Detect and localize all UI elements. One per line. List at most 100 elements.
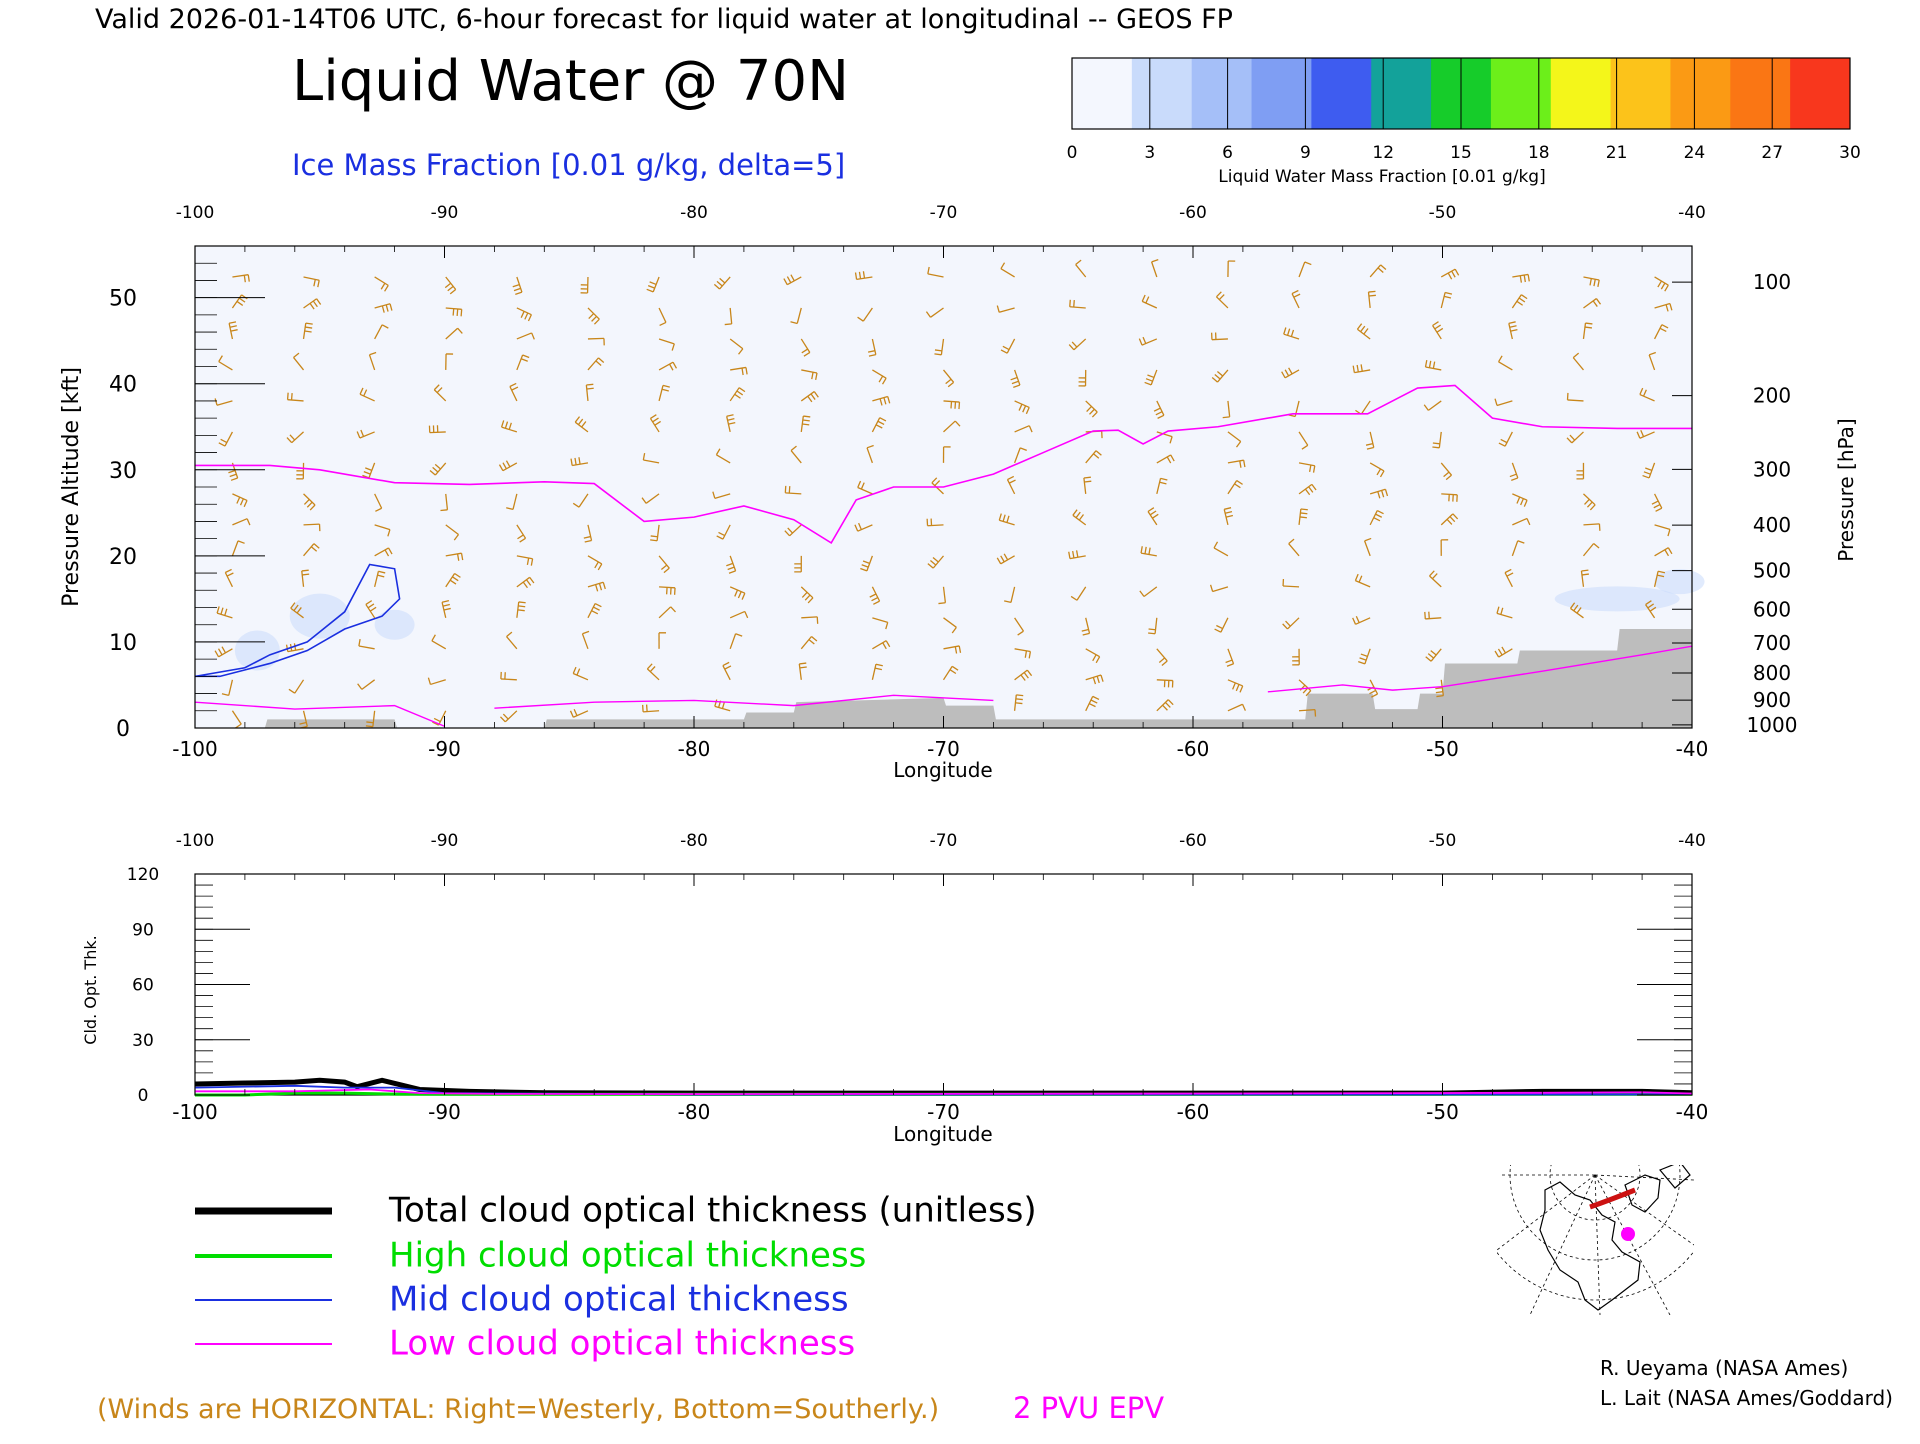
colorbar-tick-label: 24	[1684, 143, 1706, 163]
colorbar-tick-label: 18	[1528, 143, 1550, 163]
credit-ueyama: R. Ueyama (NASA Ames)	[1600, 1356, 1848, 1380]
top-xtick-label-upper: -80	[680, 203, 708, 223]
colorbar-swatch	[1252, 58, 1312, 129]
wind-barb-flag	[518, 610, 525, 611]
wind-barb-flag	[1149, 629, 1156, 630]
colorbar-tick-label: 6	[1222, 143, 1233, 163]
colorbar-tick-label: 9	[1300, 143, 1311, 163]
bottom-xtick-label-upper: -50	[1429, 831, 1457, 851]
top-xtick-label-lower: -90	[428, 737, 461, 761]
wind-barb-flag	[1300, 513, 1307, 514]
colorbar-swatch	[1192, 58, 1252, 129]
liquid-water-patch	[1555, 586, 1680, 611]
colorbar-swatch	[1670, 58, 1730, 129]
top-ytick-label-right: 1000	[1747, 713, 1798, 737]
top-x-axis-label: Longitude	[893, 758, 992, 782]
top-ytick-label-left: 20	[109, 545, 137, 570]
wind-barb-flag	[650, 540, 657, 541]
wind-barb-flag	[800, 667, 807, 668]
wind-barb-flag	[1585, 323, 1592, 324]
bottom-xtick-label-upper: -40	[1678, 831, 1706, 851]
wind-barb-flag	[1585, 327, 1592, 328]
wind-barb-flag	[461, 309, 462, 316]
wind-barb-shaft	[928, 525, 944, 526]
colorbar-tick-label: 15	[1450, 143, 1472, 163]
ice-mass-label: Ice Mass Fraction [0.01 g/kg, delta=5]	[292, 148, 845, 182]
bottom-xtick-label-lower: -80	[678, 1100, 711, 1124]
liquid-water-patch	[375, 610, 415, 640]
top-ytick-label-right: 800	[1753, 661, 1791, 685]
wind-barb-flag	[1301, 509, 1308, 510]
wind-barb-flag	[1016, 699, 1023, 700]
bottom-xtick-label-lower: -50	[1426, 1100, 1459, 1124]
wind-barb-flag	[651, 536, 658, 537]
wind-barb-shaft	[1283, 586, 1299, 587]
top-xtick-label-upper: -70	[930, 203, 958, 223]
bottom-xtick-label-lower: -70	[927, 1100, 960, 1124]
top-xtick-label-upper: -40	[1678, 203, 1706, 223]
wind-barb-shaft	[501, 679, 517, 680]
top-y-axis-label-right: Pressure [hPa]	[1834, 418, 1858, 561]
bottom-xtick-label-upper: -90	[431, 831, 459, 851]
top-ytick-label-left: 10	[109, 631, 137, 656]
colorbar-swatch	[1551, 58, 1611, 129]
colorbar-tick-label: 3	[1144, 143, 1155, 163]
bottom-xtick-label-lower: -60	[1177, 1100, 1210, 1124]
top-y-axis-label-left: Pressure Altitude [kft]	[59, 367, 84, 607]
colorbar-swatch	[1072, 58, 1132, 129]
bottom-xtick-label-lower: -90	[428, 1100, 461, 1124]
winds-note: (Winds are HORIZONTAL: Right=Westerly, B…	[97, 1394, 939, 1425]
wind-barb-flag	[453, 309, 454, 316]
top-xtick-label-upper: -50	[1429, 203, 1457, 223]
wind-barb-flag	[934, 354, 941, 355]
top-ytick-label-left: 40	[109, 373, 137, 398]
bottom-xtick-label-lower: -100	[172, 1100, 217, 1124]
wind-barb-flag	[1315, 710, 1316, 717]
liquid-water-patch	[235, 631, 280, 671]
wind-barb-flag	[519, 602, 526, 603]
top-xtick-label-upper: -60	[1179, 203, 1207, 223]
wind-barb-flag	[1300, 517, 1307, 518]
wind-barb-flag	[1074, 300, 1075, 307]
main-title: Liquid Water @ 70N	[292, 49, 849, 114]
wind-barb-flag	[802, 424, 809, 425]
wind-barb-flag	[1433, 443, 1440, 444]
top-ytick-label-right: 700	[1753, 631, 1791, 655]
legend-high-label: High cloud optical thickness	[389, 1236, 866, 1276]
wind-barb-flag	[1084, 477, 1091, 478]
wind-barb-flag	[1369, 291, 1376, 292]
bottom-xtick-label-upper: -60	[1179, 831, 1207, 851]
bottom-xtick-label-upper: -100	[176, 831, 215, 851]
wind-barb-flag	[1148, 633, 1155, 634]
wind-barb-shaft	[304, 524, 320, 525]
top-panel: -100-100-90-90-80-80-70-70-60-60-50-50-4…	[59, 203, 1858, 782]
wind-barb-flag	[803, 416, 810, 417]
top-ytick-label-left: 30	[109, 459, 137, 484]
colorbar-tick-label: 27	[1761, 143, 1783, 163]
wind-barb-flag	[587, 388, 594, 389]
wind-barb-flag	[1582, 574, 1589, 575]
wind-barb-flag	[1432, 447, 1439, 448]
wind-barb-flag	[288, 393, 289, 400]
wind-barb-flag	[1581, 570, 1588, 571]
wind-barb-flag	[366, 726, 373, 727]
bottom-panel: -100 -100 -90 -90 -80 -80 -70 -70 -60 -60 -50 -50 -4…	[81, 831, 1708, 1146]
bottom-ytick-label: 0	[138, 1086, 149, 1106]
valid-line: Valid 2026-01-14T06 UTC, 6-hour forecast…	[95, 4, 1233, 35]
top-xtick-label-lower: -100	[172, 737, 217, 761]
wind-barb-flag	[938, 603, 945, 604]
colorbar-tick-label: 30	[1839, 143, 1861, 163]
wind-barb-flag	[1369, 295, 1376, 296]
map-marker	[1621, 1227, 1635, 1241]
bottom-xtick-label-upper: -80	[680, 831, 708, 851]
colorbar-tick-label: 0	[1067, 143, 1078, 163]
legend: Total cloud optical thickness (unitless)…	[195, 1191, 1037, 1364]
epv-label: 2 PVU EPV	[1013, 1391, 1164, 1425]
top-ytick-label-right: 100	[1753, 270, 1791, 294]
wind-barb-flag	[518, 606, 525, 607]
colorbar-swatch	[1132, 58, 1192, 129]
wind-barb-shaft	[1212, 339, 1228, 340]
wind-barb-flag	[1435, 688, 1442, 689]
bottom-xtick-label-upper: -70	[930, 831, 958, 851]
